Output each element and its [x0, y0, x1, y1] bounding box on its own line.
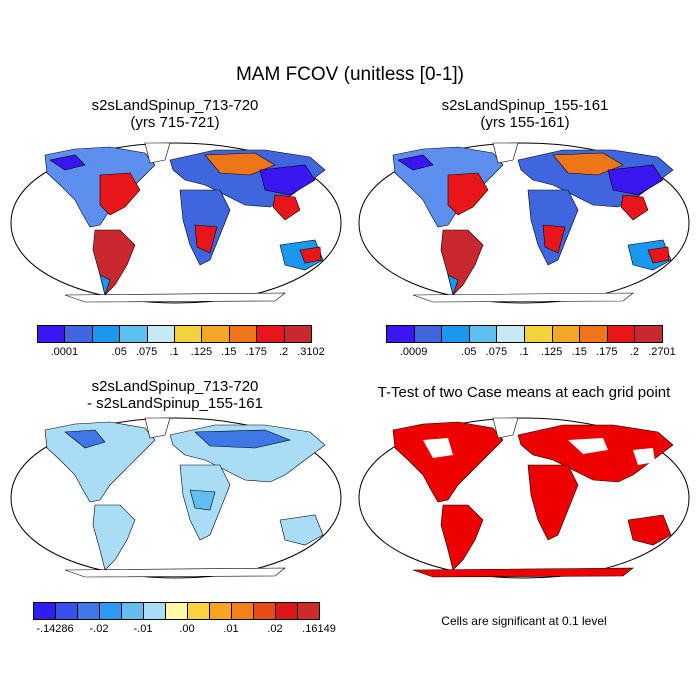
colorbar-swatch	[551, 325, 581, 343]
map-panel-4	[358, 417, 690, 579]
colorbar-tick-label: .1	[519, 346, 529, 358]
colorbar-swatch	[275, 602, 298, 620]
colorbar-swatch	[209, 602, 232, 620]
panel-2-title-line1: s2sLandSpinup_155-161	[441, 97, 609, 114]
colorbar-tick-label: .125	[540, 346, 563, 358]
colorbar-tick-label: .3102	[297, 346, 325, 358]
colorbar-swatch	[297, 602, 320, 620]
panel-3-title: s2sLandSpinup_713-720 - s2sLandSpinup_15…	[5, 378, 345, 412]
colorbar-2: .0009 .05 .075 .1 .125 .15 .175 .2 .2701	[386, 325, 676, 365]
colorbar-swatch	[606, 325, 636, 343]
panel-2-title-line2: (yrs 155-161)	[480, 114, 570, 131]
colorbar-tick-label: .075	[135, 346, 158, 358]
colorbar-tick-label: .125	[190, 346, 213, 358]
panel-4-title: T-Test of two Case means at each grid po…	[353, 384, 695, 401]
colorbar-swatch	[55, 602, 78, 620]
colorbar-tick-label: -.02	[89, 623, 109, 635]
colorbar-swatch	[386, 325, 415, 343]
colorbar-tick-label: .075	[485, 346, 508, 358]
panel-1-title-line1: s2sLandSpinup_713-720	[91, 97, 259, 114]
figure-title: MAM FCOV (unitless [0-1])	[235, 64, 465, 85]
colorbar-tick-label: .1	[169, 346, 179, 358]
ttest-note: Cells are significant at 0.1 level	[441, 614, 607, 628]
colorbar-swatch	[441, 325, 470, 343]
colorbar-tick-label: .05	[461, 346, 477, 358]
colorbar-swatch	[99, 602, 122, 620]
colorbar-swatch	[146, 325, 175, 343]
map-panel-3	[10, 417, 342, 579]
colorbar-swatch	[33, 602, 56, 620]
colorbar-tick-label: .16149	[302, 623, 336, 635]
colorbar-1: .0001 .05 .075 .1 .125 .15 .175 .2 .3102	[37, 325, 325, 365]
colorbar-tick-label: -.14286	[36, 623, 74, 635]
colorbar-swatch	[187, 602, 210, 620]
colorbar-swatch	[496, 325, 525, 343]
colorbar-swatch	[468, 325, 498, 343]
land-masses	[44, 417, 326, 578]
colorbar-swatch	[579, 325, 608, 343]
colorbar-swatch	[37, 325, 66, 343]
panel-4-title-line1: T-Test of two Case means at each grid po…	[377, 384, 671, 401]
colorbar-tick-label: -.01	[133, 623, 153, 635]
colorbar-swatch	[201, 325, 230, 343]
colorbar-swatch	[256, 325, 285, 343]
colorbar-tick-label: .2	[629, 346, 639, 358]
colorbar-tick-label: .15	[221, 346, 237, 358]
colorbar-swatch	[174, 325, 203, 343]
colorbar-tick-label: .0009	[399, 346, 428, 358]
colorbar-swatch	[143, 602, 166, 620]
colorbar-swatch	[64, 325, 93, 343]
colorbar-swatch	[119, 325, 148, 343]
colorbar-tick-label: .0001	[50, 346, 79, 358]
colorbar-tick-label: .2701	[648, 346, 676, 358]
colorbar-tick-label: .175	[245, 346, 267, 358]
colorbar-tick-label: .01	[223, 623, 239, 635]
colorbar-tick-label: .05	[111, 346, 127, 358]
colorbar-swatch	[165, 602, 188, 620]
colorbar-swatch	[253, 602, 276, 620]
colorbar-tick-label: .00	[179, 623, 195, 635]
colorbar-3: -.14286 -.02 -.01 .00 .01 .02 .16149	[33, 602, 336, 642]
panel-3-title-line2: - s2sLandSpinup_155-161	[87, 395, 263, 412]
colorbar-swatch	[231, 602, 254, 620]
significant-cells	[392, 417, 674, 578]
land-masses	[44, 142, 326, 303]
colorbar-swatch	[283, 325, 312, 343]
panel-1-title-line2: (yrs 715-721)	[130, 114, 220, 131]
colorbar-swatch	[77, 602, 100, 620]
colorbar-tick-label: .02	[267, 623, 283, 635]
panel-3-title-line1: s2sLandSpinup_713-720	[91, 378, 259, 395]
colorbar-swatch	[121, 602, 144, 620]
colorbar-tick-label: .15	[571, 346, 587, 358]
colorbar-tick-label: .2	[279, 346, 289, 358]
panel-2-title: s2sLandSpinup_155-161 (yrs 155-161)	[355, 97, 695, 131]
colorbar-swatch	[634, 325, 663, 343]
panel-1-title: s2sLandSpinup_713-720 (yrs 715-721)	[5, 97, 345, 131]
colorbar-swatch	[413, 325, 443, 343]
colorbar-swatch	[228, 325, 258, 343]
map-panel-2	[358, 142, 690, 304]
land-masses	[392, 142, 674, 303]
colorbar-tick-label: .175	[596, 346, 618, 358]
map-panel-1	[10, 142, 342, 304]
colorbar-swatch	[524, 325, 553, 343]
colorbar-swatch	[91, 325, 121, 343]
